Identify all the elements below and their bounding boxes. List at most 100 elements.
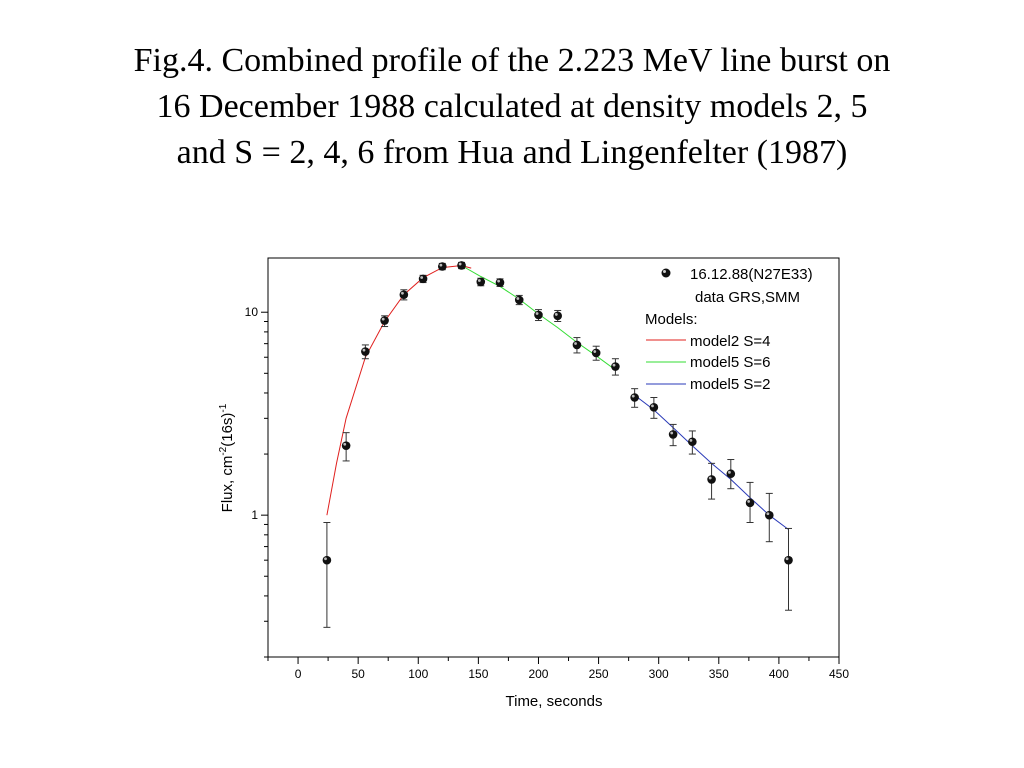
data-point (668, 423, 678, 447)
data-point (322, 522, 332, 628)
y-label-sup2: -1 (218, 403, 229, 412)
data-marker (726, 469, 736, 479)
data-marker (361, 347, 370, 356)
data-marker (457, 261, 466, 270)
data-marker-highlight (420, 276, 424, 279)
data-point (361, 344, 370, 360)
data-marker-highlight (324, 557, 327, 561)
data-marker-highlight (593, 350, 597, 353)
data-marker (784, 555, 793, 565)
data-marker (611, 362, 620, 371)
legend-data-label-1: 16.12.88(N27E33) (690, 266, 813, 283)
data-marker (418, 274, 428, 284)
model-curve-model5-s-2 (634, 394, 789, 530)
data-marker-highlight (554, 313, 558, 316)
data-marker-highlight (689, 438, 693, 442)
data-marker-highlight (651, 404, 654, 408)
data-marker (553, 311, 563, 321)
data-marker (380, 316, 389, 325)
x-axis-ticks: 0 50 100 150 200 250 300 350 400 450 (267, 657, 849, 681)
data-point (707, 462, 716, 500)
y-axis-label: Flux, cm-2(16s)-1 (218, 403, 236, 512)
title-line-2: 16 December 1988 calculated at density m… (156, 88, 868, 125)
model-curve-model2-s-4 (326, 264, 472, 516)
plot-frame (267, 257, 840, 658)
x-tick-label: 450 (829, 667, 849, 681)
legend-models-heading: Models: (645, 311, 698, 328)
data-point (399, 289, 409, 301)
data-points (322, 261, 793, 628)
x-tick-label: 250 (589, 667, 609, 681)
data-marker-highlight (708, 476, 712, 480)
data-marker-highlight (631, 394, 635, 398)
data-marker (438, 262, 447, 271)
data-marker-highlight (458, 262, 462, 266)
x-tick-label: 0 (295, 667, 302, 681)
x-axis-label: Time, seconds (506, 693, 603, 710)
data-point (649, 396, 659, 419)
data-marker (745, 498, 755, 508)
data-marker (649, 402, 659, 412)
data-marker-highlight (381, 317, 385, 321)
data-point (784, 527, 793, 611)
data-marker-highlight (497, 279, 501, 283)
data-marker (341, 441, 351, 450)
data-point (495, 278, 505, 287)
x-tick-label: 400 (769, 667, 789, 681)
data-point (380, 315, 389, 328)
title-line-3: and S = 2, 4, 6 from Hua and Lingenfelte… (176, 134, 848, 171)
data-point (611, 358, 620, 376)
data-point (553, 309, 563, 323)
y-label-mid: (16s) (219, 413, 236, 447)
data-point (630, 388, 639, 408)
data-marker-highlight (612, 363, 616, 367)
y-axis-ticks: 1 10 (245, 305, 268, 658)
slide-title: Fig.4. Combined profile of the 2.223 MeV… (40, 38, 984, 176)
x-tick-label: 300 (649, 667, 669, 681)
data-marker (630, 393, 639, 402)
y-label-sup1: -2 (218, 446, 229, 455)
legend-data-marker-highlight (663, 270, 666, 273)
data-marker (668, 430, 678, 439)
data-point (726, 459, 736, 490)
data-marker (707, 475, 716, 484)
legend-data-marker (661, 268, 671, 278)
y-tick-label: 10 (245, 305, 259, 319)
data-marker-highlight (401, 291, 404, 295)
x-tick-label: 200 (528, 667, 548, 681)
data-point (514, 294, 524, 306)
data-point (476, 277, 486, 287)
data-marker-highlight (516, 297, 520, 300)
data-marker-highlight (535, 312, 539, 315)
data-point (764, 492, 774, 543)
data-point (591, 345, 601, 361)
data-marker (399, 290, 409, 299)
data-point (688, 430, 697, 455)
data-point (418, 274, 428, 284)
legend: 16.12.88(N27E33) data GRS,SMM Models: mo… (645, 266, 813, 393)
legend-data-label-2: data GRS,SMM (695, 289, 800, 306)
data-marker-highlight (439, 263, 443, 267)
data-marker (572, 340, 582, 350)
data-marker (688, 437, 697, 447)
x-tick-label: 100 (408, 667, 428, 681)
data-point (341, 432, 351, 462)
x-tick-label: 350 (709, 667, 729, 681)
y-label-main: Flux, cm (219, 456, 236, 513)
data-marker-highlight (362, 348, 366, 352)
data-marker-highlight (766, 512, 770, 516)
data-marker (514, 295, 524, 305)
data-marker (591, 348, 601, 358)
data-marker-highlight (477, 279, 481, 282)
data-point (534, 309, 543, 322)
data-marker-highlight (747, 500, 751, 503)
data-marker-highlight (785, 557, 789, 561)
data-marker (534, 310, 543, 320)
data-point (457, 261, 466, 270)
legend-model2-s4-label: model2 S=4 (690, 333, 770, 350)
data-point (745, 481, 755, 524)
title-line-1: Fig.4. Combined profile of the 2.223 MeV… (133, 42, 891, 79)
data-marker (495, 278, 505, 287)
data-marker-highlight (728, 470, 731, 474)
data-point (572, 337, 582, 354)
